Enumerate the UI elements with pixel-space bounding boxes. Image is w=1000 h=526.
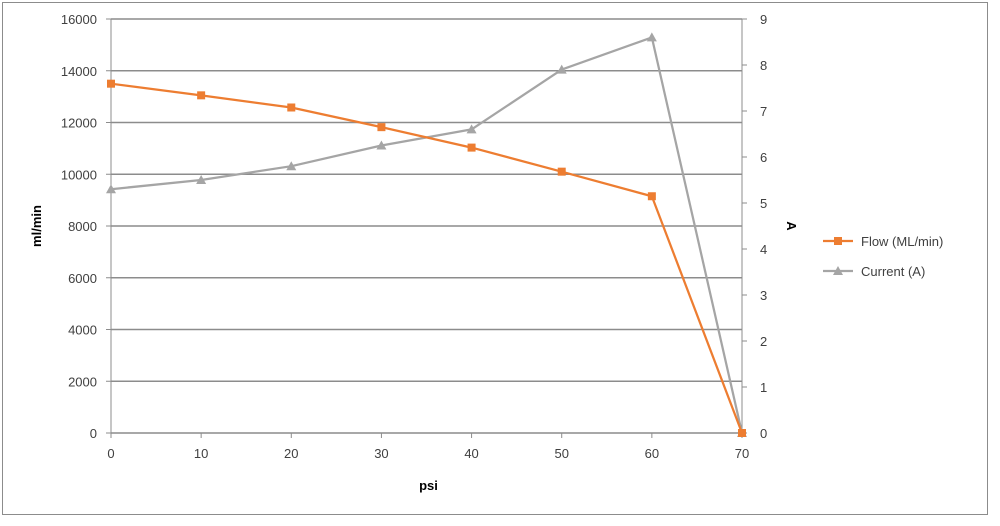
legend-marker [833,266,843,275]
y2-tick-label: 4 [760,242,767,257]
y2-tick-label: 0 [760,426,767,441]
x-tick-label: 0 [107,446,114,461]
x-tick-label: 10 [194,446,208,461]
chart-frame [2,2,988,515]
y-tick-label: 4000 [68,323,97,338]
y-tick-label: 12000 [61,116,97,131]
x-axis-title: psi [419,478,438,493]
x-tick-label: 70 [735,446,749,461]
data-point [286,161,297,171]
y2-tick-label: 8 [760,58,767,73]
y-tick-label: 6000 [68,271,97,286]
x-tick-label: 20 [284,446,298,461]
y-axis-title: ml/min [29,205,44,247]
data-point [107,79,115,88]
data-point [738,429,746,437]
data-point [556,64,567,74]
series-line-flow [110,82,744,434]
data-point [557,167,566,176]
y-tick-label: 8000 [68,219,97,234]
data-point [646,32,657,42]
y2-tick-label: 2 [760,334,767,349]
y-tick-label: 2000 [68,374,97,389]
x-tick-label: 60 [645,446,659,461]
y2-tick-label: 9 [760,12,767,27]
y-tick-label: 0 [90,426,97,441]
data-point [377,123,386,132]
data-point [467,143,476,152]
y2-tick-label: 3 [760,288,767,303]
x-tick-label: 30 [374,446,388,461]
data-point [647,192,656,201]
data-point [287,103,296,112]
x-tick-label: 40 [464,446,478,461]
data-point [196,175,207,184]
legend-label: Flow (ML/min) [861,234,943,249]
y2-axis-title: A [784,221,799,231]
y2-tick-label: 6 [760,150,767,165]
x-tick-label: 50 [554,446,568,461]
data-point [376,140,387,150]
y2-tick-label: 1 [760,380,767,395]
y-tick-label: 10000 [61,167,97,182]
data-point [466,124,477,134]
data-point [197,91,206,100]
y-tick-label: 16000 [61,12,97,27]
y2-tick-label: 7 [760,104,767,119]
legend-label: Current (A) [861,264,925,279]
data-point [106,184,116,194]
y-tick-label: 14000 [61,64,97,79]
y2-tick-label: 5 [760,196,767,211]
legend-marker [834,237,842,245]
